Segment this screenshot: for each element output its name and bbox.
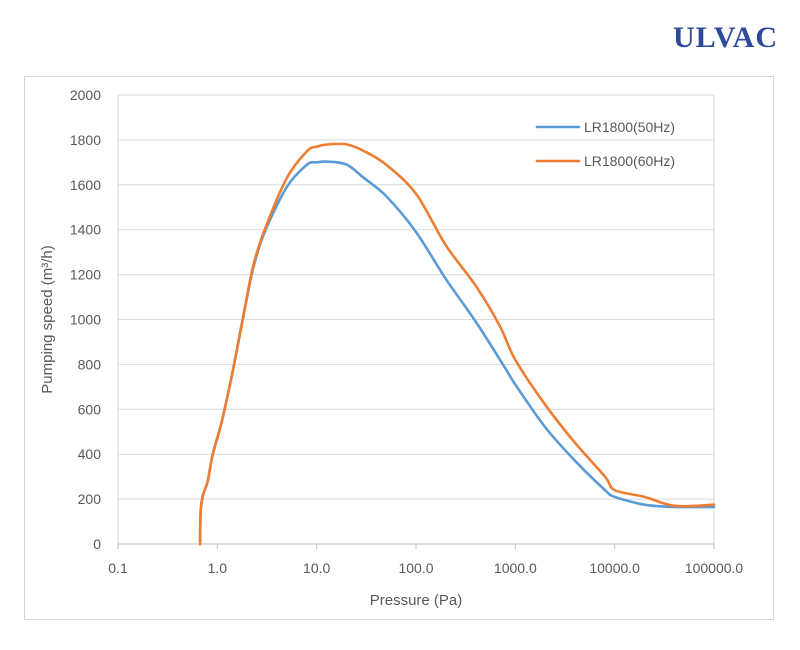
chart-legend: LR1800(50Hz) LR1800(60Hz) (535, 119, 675, 169)
tick-labels: 0 200 400 600 800 1000 1200 1400 1600 1800 2000 0.1… (70, 87, 744, 576)
grid-lines (118, 94, 714, 545)
legend-label-2: LR1800(60Hz) (584, 153, 675, 169)
y-tick-label: 600 (78, 401, 102, 417)
data-series (198, 142, 716, 546)
series-line-2 (198, 142, 716, 546)
y-tick-label: 200 (78, 491, 102, 507)
y-tick-label: 1200 (70, 267, 101, 283)
x-tick-label: 10.0 (303, 560, 330, 576)
y-tick-label: 1400 (70, 222, 101, 238)
y-tick-label: 1000 (70, 312, 101, 328)
x-tick-label: 10000.0 (589, 560, 640, 576)
axes (117, 95, 715, 549)
y-tick-label: 0 (93, 536, 101, 552)
y-tick-label: 1800 (70, 132, 101, 148)
y-tick-label: 800 (78, 356, 102, 372)
x-tick-label: 100000.0 (685, 560, 744, 576)
x-tick-label: 1000.0 (494, 560, 537, 576)
x-tick-label: 1.0 (208, 560, 228, 576)
y-axis-title: Pumping speed (m³/h) (39, 245, 56, 393)
x-axis-title: Pressure (Pa) (370, 592, 463, 609)
x-tick-label: 100.0 (398, 560, 433, 576)
y-tick-label: 400 (78, 446, 102, 462)
y-tick-label: 1600 (70, 177, 101, 193)
ulvac-logo: ULVAC (672, 21, 778, 54)
y-tick-label: 2000 (70, 87, 101, 103)
chart-frame (24, 76, 774, 620)
series-line-1 (198, 160, 716, 546)
x-tick-label: 0.1 (108, 560, 128, 576)
legend-label-1: LR1800(50Hz) (584, 119, 675, 135)
